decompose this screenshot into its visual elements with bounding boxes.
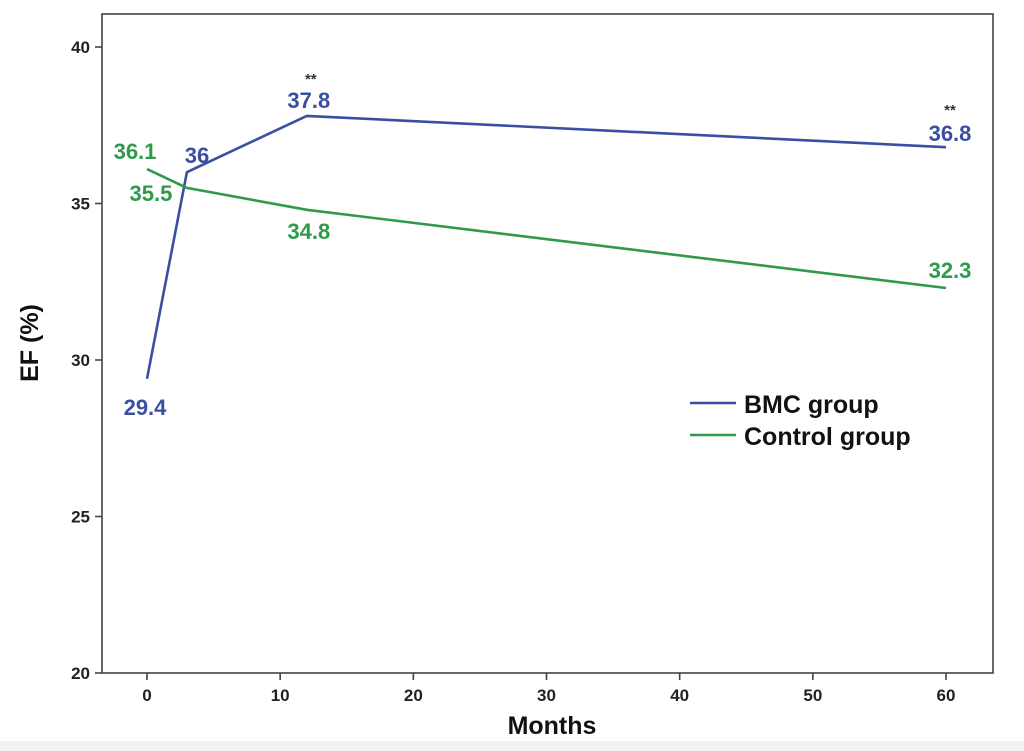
legend-label: Control group [744,423,911,451]
data-label: 36 [185,143,209,168]
x-tick-label: 0 [142,686,151,705]
legend-label: BMC group [744,391,879,419]
data-label: 36.1 [114,139,157,164]
data-label: 36.8 [929,121,972,146]
x-tick-label: 10 [271,686,290,705]
plot-frame [101,13,994,674]
significance-annotation: ** [944,102,956,119]
y-tick-label: 25 [71,508,90,527]
x-axis-title: Months [508,712,597,740]
data-label: 29.4 [124,395,168,420]
x-tick-label: 20 [404,686,423,705]
series-line-bmc [145,114,947,380]
series-lines [145,114,947,380]
y-tick-label: 40 [71,38,90,57]
data-label: 37.8 [287,88,330,113]
data-label: 35.5 [130,181,173,206]
legend: BMC group Control group [690,391,911,451]
x-tick-label: 60 [937,686,956,705]
data-label: 32.3 [929,258,972,283]
x-tick-label: 40 [670,686,689,705]
y-tick-label: 20 [71,664,90,683]
x-tick-label: 50 [803,686,822,705]
data-label: 34.8 [287,219,330,244]
y-tick-label: 35 [71,195,90,214]
significance-annotation: ** [305,71,317,88]
data-labels: 29.4 36 37.8 36.8 36.1 35.5 34.8 32.3 ** ** [114,71,972,420]
y-axis-title: EF (%) [16,304,44,382]
axes: 20 25 30 35 40 0 10 20 30 40 50 60 [71,13,994,705]
x-tick-label: 30 [537,686,556,705]
series-line-control [146,167,947,290]
y-tick-label: 30 [71,351,90,370]
bottom-strip [0,741,1024,751]
